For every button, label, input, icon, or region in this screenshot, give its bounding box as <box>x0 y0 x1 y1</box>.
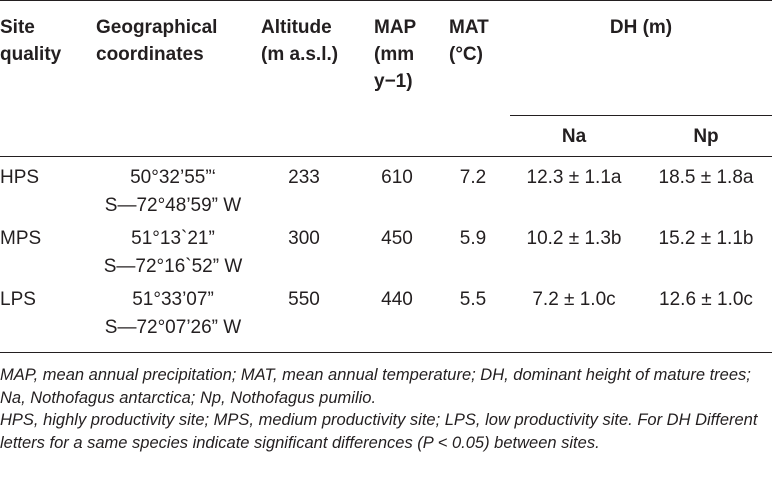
row-hps-mat: 7.2 <box>459 167 487 188</box>
header-altitude-line2: (m a.s.l.) <box>261 44 339 65</box>
row-mps-np: 15.2 ± 1.1b <box>658 228 754 249</box>
header-mat-line1: MAT <box>449 17 489 38</box>
row-mps-map: 450 <box>381 228 413 249</box>
row-hps-map: 610 <box>381 167 413 188</box>
header-mat-line2: (°C) <box>449 44 483 65</box>
row-lps-site: LPS <box>0 289 36 310</box>
header-coordinates-line1: Geographical <box>96 17 218 38</box>
header-map: MAP (mm y−1) <box>374 14 416 95</box>
dh-subheader-rule <box>510 115 772 116</box>
header-map-line3: y−1) <box>374 71 413 92</box>
table-footnotes: MAP, mean annual precipitation; MAT, mea… <box>0 364 772 454</box>
row-mps-altitude: 300 <box>288 228 320 249</box>
header-site-quality: Site quality <box>0 14 61 68</box>
table-bottom-rule <box>0 352 772 353</box>
row-lps-coordinates: 51°33’07” S—72°07’26” W <box>92 286 254 342</box>
row-lps-coord-line2: S—72°07’26” W <box>104 317 242 338</box>
header-na: Na <box>561 126 587 147</box>
row-hps-np: 18.5 ± 1.8a <box>658 167 754 188</box>
row-mps-coordinates: 51°13`21” S—72°16`52” W <box>92 225 254 281</box>
header-site-quality-line2: quality <box>0 44 62 65</box>
footnote-sites: HPS, highly productivity site; MPS, medi… <box>0 411 758 452</box>
row-mps-coord-line1: 51°13`21” <box>131 228 215 249</box>
header-mat: MAT (°C) <box>449 14 489 68</box>
row-lps-mat: 5.5 <box>459 289 487 310</box>
row-mps-mat: 5.9 <box>459 228 487 249</box>
row-mps-coord-line2: S—72°16`52” W <box>103 256 243 277</box>
row-hps-coord-line1: 50°32’55”‘ <box>130 167 216 188</box>
header-map-line1: MAP <box>374 17 417 38</box>
row-mps-site: MPS <box>0 228 42 249</box>
footnote-abbreviations: MAP, mean annual precipitation; MAT, mea… <box>0 366 751 407</box>
header-altitude-line1: Altitude <box>261 17 332 38</box>
row-mps-na: 10.2 ± 1.3b <box>526 228 622 249</box>
table-top-rule <box>0 0 772 1</box>
header-coordinates: Geographical coordinates <box>96 14 217 68</box>
row-lps-coord-line1: 51°33’07” <box>132 289 214 310</box>
header-coordinates-line2: coordinates <box>96 44 204 65</box>
row-hps-coordinates: 50°32’55”‘ S—72°48’59” W <box>92 164 254 220</box>
header-map-line2: (mm <box>374 44 415 65</box>
row-hps-altitude: 233 <box>288 167 320 188</box>
header-site-quality-line1: Site <box>0 17 35 38</box>
row-lps-map: 440 <box>381 289 413 310</box>
header-dh: DH (m) <box>609 17 673 38</box>
row-lps-np: 12.6 ± 1.0c <box>659 289 753 310</box>
header-altitude: Altitude (m a.s.l.) <box>261 14 338 68</box>
header-np: Np <box>693 126 719 147</box>
header-bottom-rule <box>0 156 772 157</box>
row-hps-coord-line2: S—72°48’59” W <box>104 195 242 216</box>
row-hps-site: HPS <box>0 167 40 188</box>
row-hps-na: 12.3 ± 1.1a <box>526 167 622 188</box>
row-lps-altitude: 550 <box>288 289 320 310</box>
row-lps-na: 7.2 ± 1.0c <box>532 289 616 310</box>
